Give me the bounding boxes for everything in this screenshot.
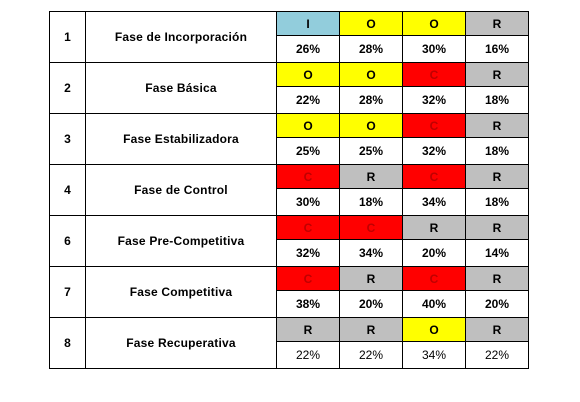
phase-percent-cell: 16% — [465, 35, 529, 63]
phase-percent-cell: 32% — [276, 239, 340, 267]
phase-code-cell: C — [402, 62, 466, 87]
phase-row-percents: 22% 28% 32% 18% — [50, 86, 529, 114]
phase-row-percents: 25% 25% 32% 18% — [50, 137, 529, 165]
phase-percent-cell: 34% — [402, 188, 466, 216]
phases-table-body: 1 Fase de Incorporación I O O R 26% 28% 30% 16% 2 F… — [49, 11, 529, 369]
phase-number: 2 — [49, 62, 86, 114]
phase-percent-cell: 18% — [339, 188, 403, 216]
phase-percent-cell: 20% — [465, 290, 529, 318]
phase-percent-cell: 22% — [276, 341, 340, 369]
phase-code-cell: R — [465, 317, 529, 342]
phase-code-cell: C — [339, 215, 403, 240]
phase-number: 3 — [49, 113, 86, 165]
phase-percent-cell: 18% — [465, 188, 529, 216]
phase-row-percents: 26% 28% 30% 16% — [50, 35, 529, 63]
phase-code-cell: O — [402, 11, 466, 36]
phase-code-cell: O — [276, 113, 340, 138]
phase-name: Fase Básica — [85, 62, 277, 114]
phase-number: 1 — [49, 11, 86, 63]
phase-code-cell: C — [276, 266, 340, 291]
phase-code-cell: R — [465, 113, 529, 138]
phase-percent-cell: 18% — [465, 86, 529, 114]
phase-code-cell: O — [402, 317, 466, 342]
phase-row-codes: 2 Fase Básica O O C R — [49, 62, 529, 114]
phase-percent-cell: 28% — [339, 35, 403, 63]
phase-percent-cell: 22% — [276, 86, 340, 114]
phase-number: 6 — [49, 215, 86, 267]
phase-percent-cell: 22% — [465, 341, 529, 369]
phase-percent-cell: 32% — [402, 137, 466, 165]
phase-row-percents: 22% 22% 34% 22% — [50, 341, 529, 369]
phase-code-cell: O — [339, 113, 403, 138]
phase-row-codes: 1 Fase de Incorporación I O O R — [49, 11, 529, 63]
phase-percent-cell: 30% — [402, 35, 466, 63]
phase-percent-cell: 32% — [402, 86, 466, 114]
phase-code-cell: R — [402, 215, 466, 240]
phase-code-cell: R — [465, 266, 529, 291]
phase-name: Fase de Control — [85, 164, 277, 216]
phase-percent-cell: 40% — [402, 290, 466, 318]
phase-code-cell: O — [339, 11, 403, 36]
phase-row-percents: 32% 34% 20% 14% — [50, 239, 529, 267]
phase-row-codes: 4 Fase de Control C R C R — [49, 164, 529, 216]
phase-row-codes: 7 Fase Competitiva C R C R — [49, 266, 529, 318]
phases-table: 1 Fase de Incorporación I O O R 26% 28% 30% 16% 2 F… — [49, 11, 529, 369]
phase-code-cell: R — [465, 62, 529, 87]
phase-percent-cell: 34% — [339, 239, 403, 267]
phase-name: Fase de Incorporación — [85, 11, 277, 63]
phase-code-cell: R — [465, 164, 529, 189]
phase-name: Fase Estabilizadora — [85, 113, 277, 165]
phase-code-cell: C — [402, 113, 466, 138]
phase-code-cell: R — [339, 164, 403, 189]
phase-percent-cell: 14% — [465, 239, 529, 267]
phase-percent-cell: 28% — [339, 86, 403, 114]
phase-percent-cell: 20% — [402, 239, 466, 267]
phase-percent-cell: 34% — [402, 341, 466, 369]
phase-number: 7 — [49, 266, 86, 318]
phase-code-cell: C — [276, 215, 340, 240]
phase-row-percents: 30% 18% 34% 18% — [50, 188, 529, 216]
phase-row-percents: 38% 20% 40% 20% — [50, 290, 529, 318]
phase-row-codes: 6 Fase Pre-Competitiva C C R R — [49, 215, 529, 267]
phase-code-cell: R — [339, 266, 403, 291]
phase-percent-cell: 20% — [339, 290, 403, 318]
phase-percent-cell: 30% — [276, 188, 340, 216]
phase-name: Fase Competitiva — [85, 266, 277, 318]
phase-code-cell: R — [465, 215, 529, 240]
phase-percent-cell: 26% — [276, 35, 340, 63]
phase-code-cell: C — [402, 266, 466, 291]
phase-row-codes: 8 Fase Recuperativa R R O R — [49, 317, 529, 369]
phase-code-cell: R — [465, 11, 529, 36]
phase-code-cell: C — [402, 164, 466, 189]
phase-name: Fase Recuperativa — [85, 317, 277, 369]
phase-code-cell: R — [276, 317, 340, 342]
phase-percent-cell: 25% — [276, 137, 340, 165]
phase-percent-cell: 18% — [465, 137, 529, 165]
phase-percent-cell: 25% — [339, 137, 403, 165]
phase-percent-cell: 22% — [339, 341, 403, 369]
phase-number: 4 — [49, 164, 86, 216]
phase-code-cell: C — [276, 164, 340, 189]
phase-code-cell: O — [339, 62, 403, 87]
phase-name: Fase Pre-Competitiva — [85, 215, 277, 267]
phase-code-cell: O — [276, 62, 340, 87]
phase-row-codes: 3 Fase Estabilizadora O O C R — [49, 113, 529, 165]
phase-code-cell: I — [276, 11, 340, 36]
phase-percent-cell: 38% — [276, 290, 340, 318]
phase-number: 8 — [49, 317, 86, 369]
phase-code-cell: R — [339, 317, 403, 342]
